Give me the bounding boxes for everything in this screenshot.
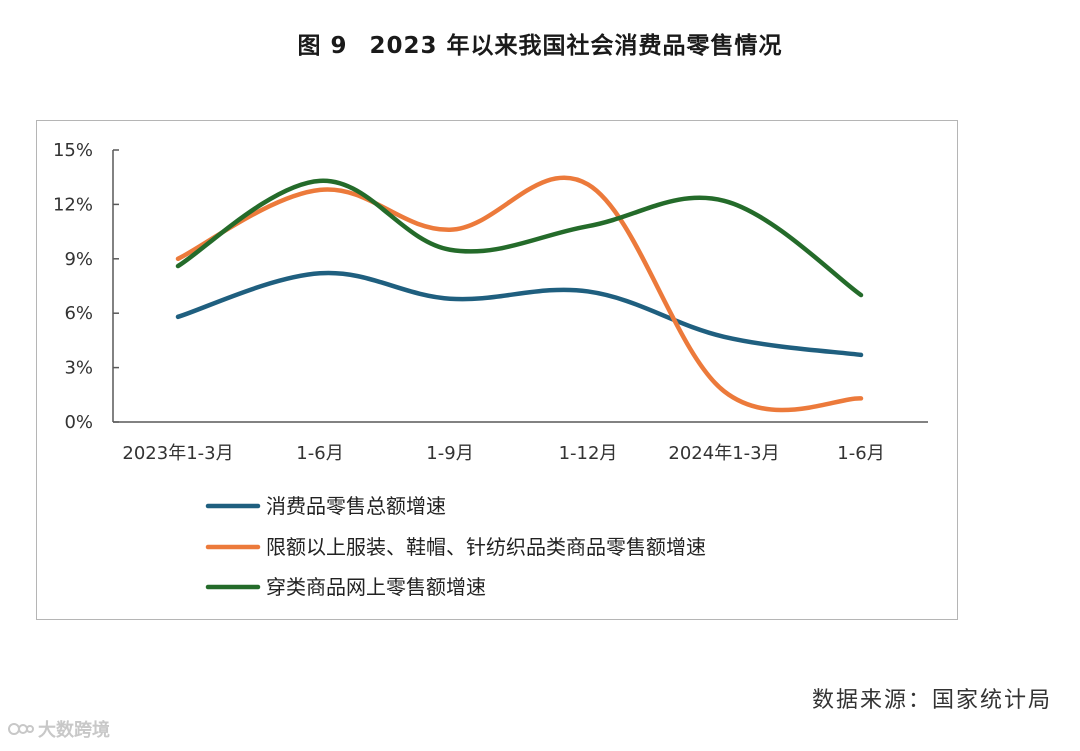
y-tick-label: 12%	[53, 194, 93, 215]
y-tick-label: 15%	[53, 140, 93, 161]
legend-label-2: 限额以上服装、鞋帽、针纺织品类商品零售额增速	[266, 535, 706, 559]
watermark: 大数跨境	[8, 716, 110, 742]
series-line-3	[175, 178, 864, 298]
legend-label-1: 消费品零售总额增速	[266, 494, 446, 518]
y-tick-label: 3%	[64, 358, 93, 379]
chart-series	[175, 175, 864, 413]
series-line-1	[175, 270, 864, 358]
x-tick-label: 2024年1-3月	[668, 443, 779, 464]
figure-title-text: 2023 年以来我国社会消费品零售情况	[369, 33, 783, 59]
x-tick-label: 1-12月	[559, 443, 618, 464]
x-tick-label: 1-6月	[296, 443, 343, 464]
chart-axes: 0% 3% 6% 9% 12% 15% 2023年1-3月 1-6月 1-9月 1-12月 2024…	[53, 140, 928, 464]
y-tick-label: 0%	[64, 412, 93, 433]
x-tick-label: 1-9月	[426, 443, 473, 464]
y-tick-label: 9%	[64, 249, 93, 270]
legend-label-3: 穿类商品网上零售额增速	[266, 575, 486, 599]
y-tick-label: 6%	[64, 303, 93, 324]
watermark-text: 大数跨境	[38, 720, 110, 741]
watermark-logo-icon	[8, 723, 34, 735]
x-tick-label: 2023年1-3月	[122, 443, 233, 464]
data-source: 数据来源：国家统计局	[811, 688, 1052, 713]
series-line-2	[175, 175, 864, 413]
chart-legend: 消费品零售总额增速限额以上服装、鞋帽、针纺织品类商品零售额增速穿类商品网上零售额…	[205, 494, 706, 599]
x-tick-label: 1-6月	[837, 443, 884, 464]
chart-frame	[36, 120, 958, 620]
figure-title: 图 9 2023 年以来我国社会消费品零售情况	[0, 26, 1080, 60]
figure-number: 图 9	[297, 33, 348, 59]
